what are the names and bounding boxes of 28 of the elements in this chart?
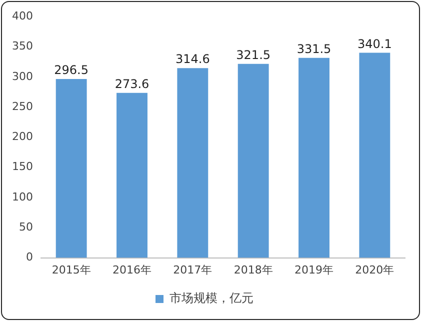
bar: [298, 58, 330, 258]
data-label: 331.5: [296, 42, 332, 56]
data-label: 273.6: [114, 76, 150, 91]
bar: [238, 64, 269, 258]
bar: [177, 68, 208, 258]
data-label: 296.5: [54, 63, 89, 78]
x-tick-label: 2020年: [355, 263, 394, 276]
y-tick-label: 0: [26, 250, 33, 264]
data-label: 321.5: [236, 48, 271, 62]
x-tick-label: 2018年: [234, 263, 273, 276]
legend-label: 市场规模，亿元: [170, 291, 254, 306]
y-tick-label: 200: [12, 130, 33, 144]
y-tick-label: 400: [12, 9, 33, 22]
x-tick-label: 2017年: [173, 263, 212, 276]
y-tick-label: 150: [12, 160, 33, 174]
bar: [56, 79, 87, 258]
bar: [359, 52, 390, 258]
bar: [116, 92, 148, 258]
x-tick-label: 2019年: [294, 263, 334, 276]
x-tick-label: 2015年: [52, 263, 91, 276]
data-label: 314.6: [175, 52, 210, 66]
y-tick-label: 300: [12, 70, 33, 83]
data-label: 340.1: [357, 36, 392, 51]
x-tick-label: 2016年: [112, 263, 152, 276]
y-tick-label: 50: [18, 220, 33, 234]
y-tick-label: 250: [12, 100, 33, 113]
y-tick-label: 100: [12, 190, 33, 204]
y-tick-label: 350: [12, 40, 33, 53]
